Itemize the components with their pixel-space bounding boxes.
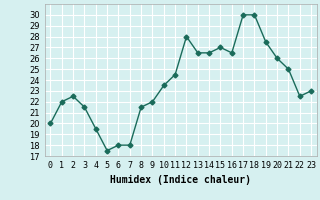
X-axis label: Humidex (Indice chaleur): Humidex (Indice chaleur) bbox=[110, 175, 251, 185]
